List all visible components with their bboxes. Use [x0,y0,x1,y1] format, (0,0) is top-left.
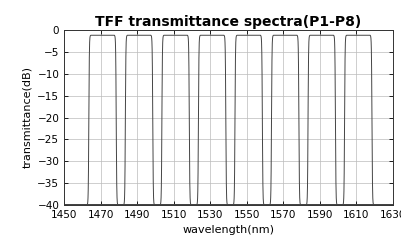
Y-axis label: transmittance(dB): transmittance(dB) [22,66,32,168]
X-axis label: wavelength(nm): wavelength(nm) [182,226,275,235]
Title: TFF transmittance spectra(P1-P8): TFF transmittance spectra(P1-P8) [95,15,362,29]
